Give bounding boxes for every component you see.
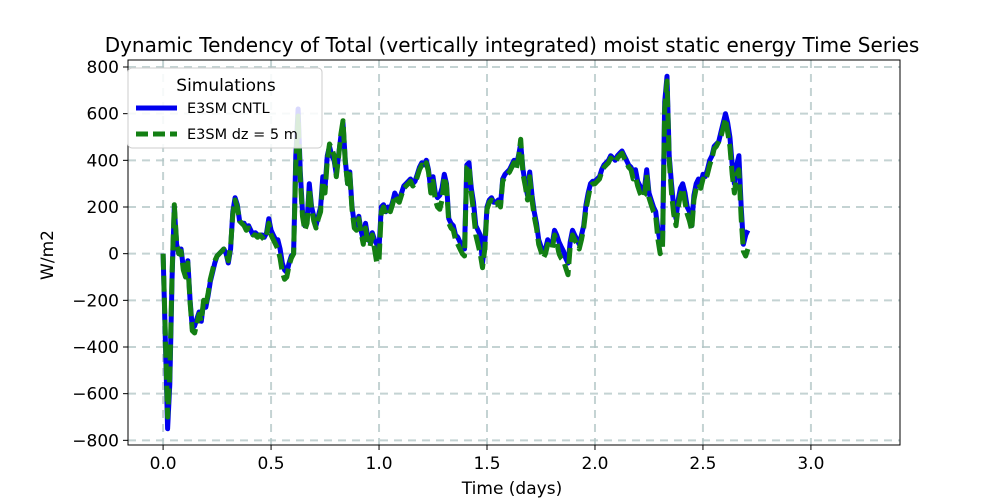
chart-title: Dynamic Tendency of Total (vertically in… [105,33,920,57]
plot-frame [127,59,901,446]
legend-title: Simulations [176,76,276,96]
y-tick-label: −800 [72,431,119,451]
y-tick-label: 400 [87,151,119,171]
legend-frame [127,67,323,149]
y-tick-label: 200 [87,198,119,218]
x-tick-label: 3.0 [797,454,824,474]
axes: 0.0 0.5 1.0 1.5 2.0 2.5 3.0 −800 −600 −400 −200 0 20… [72,58,901,474]
x-tick-label: 2.5 [689,454,716,474]
grid [128,60,900,445]
legend-label-e3sm-cntl: E3SM CNTL [187,101,270,117]
plot-area [160,73,751,432]
x-tick-label: 1.5 [473,454,500,474]
y-tick-label: −600 [72,385,119,405]
x-tick-label: 2.0 [581,454,608,474]
x-tick-label: 0.0 [150,454,177,474]
y-axis-label: W/m2 [38,230,58,280]
y-tick-label: 800 [87,58,119,78]
legend: Simulations E3SM CNTL E3SM dz = 5 m [127,67,323,149]
y-tick-label: 600 [87,105,119,125]
x-tick-label: 1.0 [366,454,393,474]
x-axis-label: Time (days) [461,479,562,499]
x-tick-label: 0.5 [258,454,285,474]
y-tick-label: 0 [108,245,119,265]
legend-label-e3sm-dz5: E3SM dz = 5 m [187,127,298,143]
series-line-e3sm-dz5 [160,78,751,420]
y-tick-label: −200 [72,291,119,311]
y-tick-label: −400 [72,338,119,358]
